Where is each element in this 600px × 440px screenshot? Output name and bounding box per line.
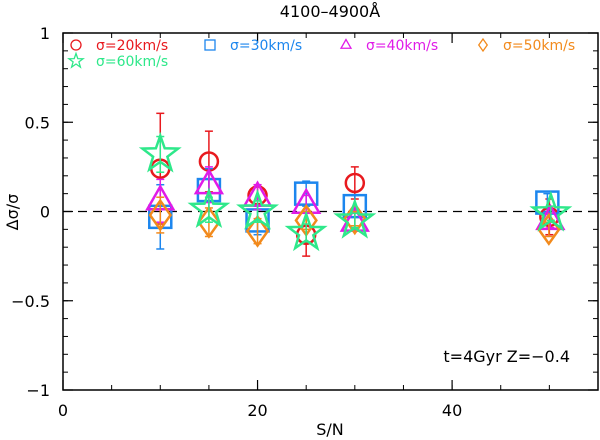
- model-annotation: t=4Gyr Z=−0.4: [443, 347, 570, 366]
- y-tick-label: 0: [40, 203, 50, 222]
- legend-marker: [67, 51, 85, 69]
- data-point: [529, 190, 573, 232]
- legend-label: σ=30km/s: [230, 38, 302, 54]
- data-point: [187, 187, 231, 228]
- y-tick-label: 0.5: [25, 113, 50, 132]
- y-tick-label: −1: [26, 381, 50, 400]
- x-axis-title: S/N: [316, 420, 344, 439]
- legend-marker: [339, 38, 353, 49]
- data-point: [148, 198, 173, 232]
- series-star: [138, 131, 573, 252]
- legend-marker: [477, 37, 489, 53]
- y-tick-label: 1: [40, 24, 50, 43]
- data-point: [339, 205, 370, 232]
- data-point: [245, 214, 270, 248]
- data-point: [138, 131, 182, 173]
- y-tick-label: −0.5: [11, 292, 50, 311]
- y-axis-title: Δσ/σ: [3, 194, 22, 231]
- data-point: [344, 172, 366, 194]
- data-point: [236, 189, 280, 230]
- x-tick-label: 40: [442, 401, 462, 420]
- legend-marker: [204, 39, 216, 51]
- legend-label: σ=40km/s: [366, 38, 438, 54]
- legend-marker: [70, 39, 82, 51]
- legend-label: σ=50km/s: [503, 38, 575, 54]
- chart-title: 4100–4900Å: [280, 2, 380, 21]
- data-point: [333, 197, 377, 239]
- plot-frame: [62, 32, 599, 391]
- x-tick-label: 20: [247, 401, 267, 420]
- x-tick-label: 0: [58, 401, 68, 420]
- legend-label: σ=20km/s: [96, 38, 168, 54]
- data-point: [197, 205, 221, 239]
- legend-label: σ=60km/s: [96, 54, 168, 70]
- data-point: [284, 210, 328, 252]
